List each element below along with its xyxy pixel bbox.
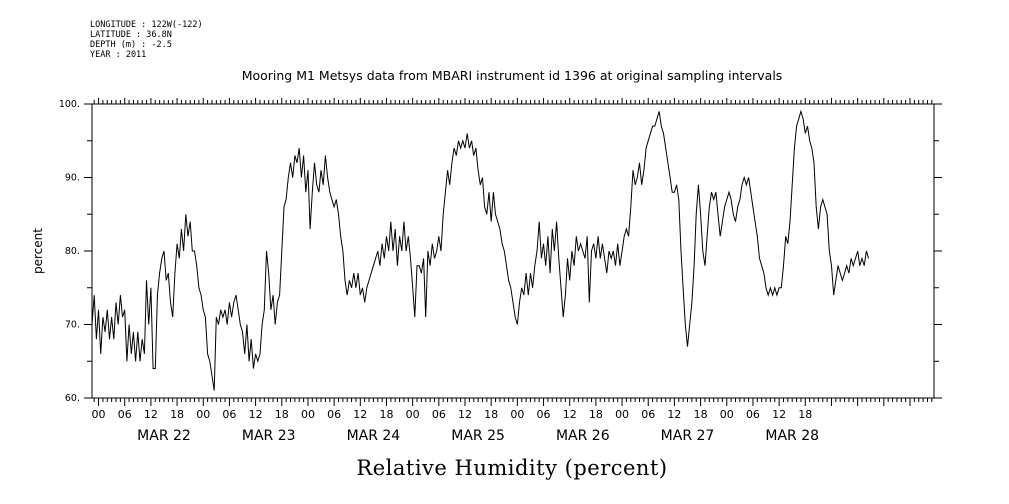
x-tick-label: 00	[720, 408, 734, 421]
y-axis-label: percent	[31, 228, 45, 274]
x-tick-label: 18	[694, 408, 708, 421]
x-tick-label: 18	[379, 408, 393, 421]
x-tick-label: 06	[432, 408, 446, 421]
day-label: MAR 27	[661, 428, 715, 444]
x-tick-label: 06	[222, 408, 236, 421]
metadata-longitude: LONGITUDE : 122W(-122)	[90, 20, 203, 30]
day-label: MAR 23	[242, 428, 296, 444]
x-tick-label: 18	[798, 408, 812, 421]
x-tick-label: 18	[170, 408, 184, 421]
x-tick-label: 12	[667, 408, 681, 421]
x-tick-label: 06	[641, 408, 655, 421]
day-label: MAR 24	[347, 428, 401, 444]
x-tick-label: 00	[92, 408, 106, 421]
x-tick-label: 06	[537, 408, 551, 421]
y-tick-labels: 60. 70. 80. 90. 100.	[59, 99, 80, 404]
day-labels: MAR 22 MAR 23 MAR 24 MAR 25 MAR 26 MAR 27 MAR …	[137, 428, 819, 444]
metadata-latitude: LATITUDE : 36.8N	[90, 30, 172, 40]
x-tick-label: 00	[510, 408, 524, 421]
y-tick-label: 80.	[65, 246, 80, 257]
y-tick-label: 100.	[59, 99, 80, 110]
x-tick-label: 06	[746, 408, 760, 421]
x-tick-labels: 00 06 12 18 00 06 12 18 00 06 12 18 00 06 12 18 00 06 12 18…	[92, 408, 813, 421]
y-tick-label: 70.	[65, 320, 80, 331]
x-tick-label: 12	[458, 408, 472, 421]
x-tick-label: 00	[406, 408, 420, 421]
y-tick-label: 90.	[65, 173, 80, 184]
day-label: MAR 25	[451, 428, 505, 444]
y-tick-label: 60.	[65, 393, 80, 404]
axis-ticks	[84, 98, 942, 406]
x-tick-label: 12	[144, 408, 158, 421]
x-tick-label: 12	[249, 408, 263, 421]
day-label: MAR 22	[137, 428, 191, 444]
x-tick-label: 12	[563, 408, 577, 421]
x-tick-label: 12	[353, 408, 367, 421]
x-tick-label: 18	[275, 408, 289, 421]
x-tick-label: 12	[772, 408, 786, 421]
chart-title: Mooring M1 Metsys data from MBARI instru…	[242, 68, 783, 83]
x-tick-label: 18	[484, 408, 498, 421]
metadata-depth: DEPTH (m) : -2.5	[90, 40, 172, 50]
metadata-year: YEAR : 2011	[90, 50, 147, 60]
day-label: MAR 26	[556, 428, 610, 444]
x-tick-label: 06	[327, 408, 341, 421]
data-line-relative-humidity	[91, 109, 870, 391]
day-label: MAR 28	[765, 428, 819, 444]
x-tick-label: 00	[301, 408, 315, 421]
x-axis-label: Relative Humidity (percent)	[356, 456, 667, 480]
plot-frame	[91, 103, 935, 399]
x-tick-label: 18	[589, 408, 603, 421]
x-tick-label: 00	[615, 408, 629, 421]
metadata-block: LONGITUDE : 122W(-122) LATITUDE : 36.8N …	[90, 20, 203, 60]
x-tick-label: 00	[196, 408, 210, 421]
x-tick-label: 06	[118, 408, 132, 421]
